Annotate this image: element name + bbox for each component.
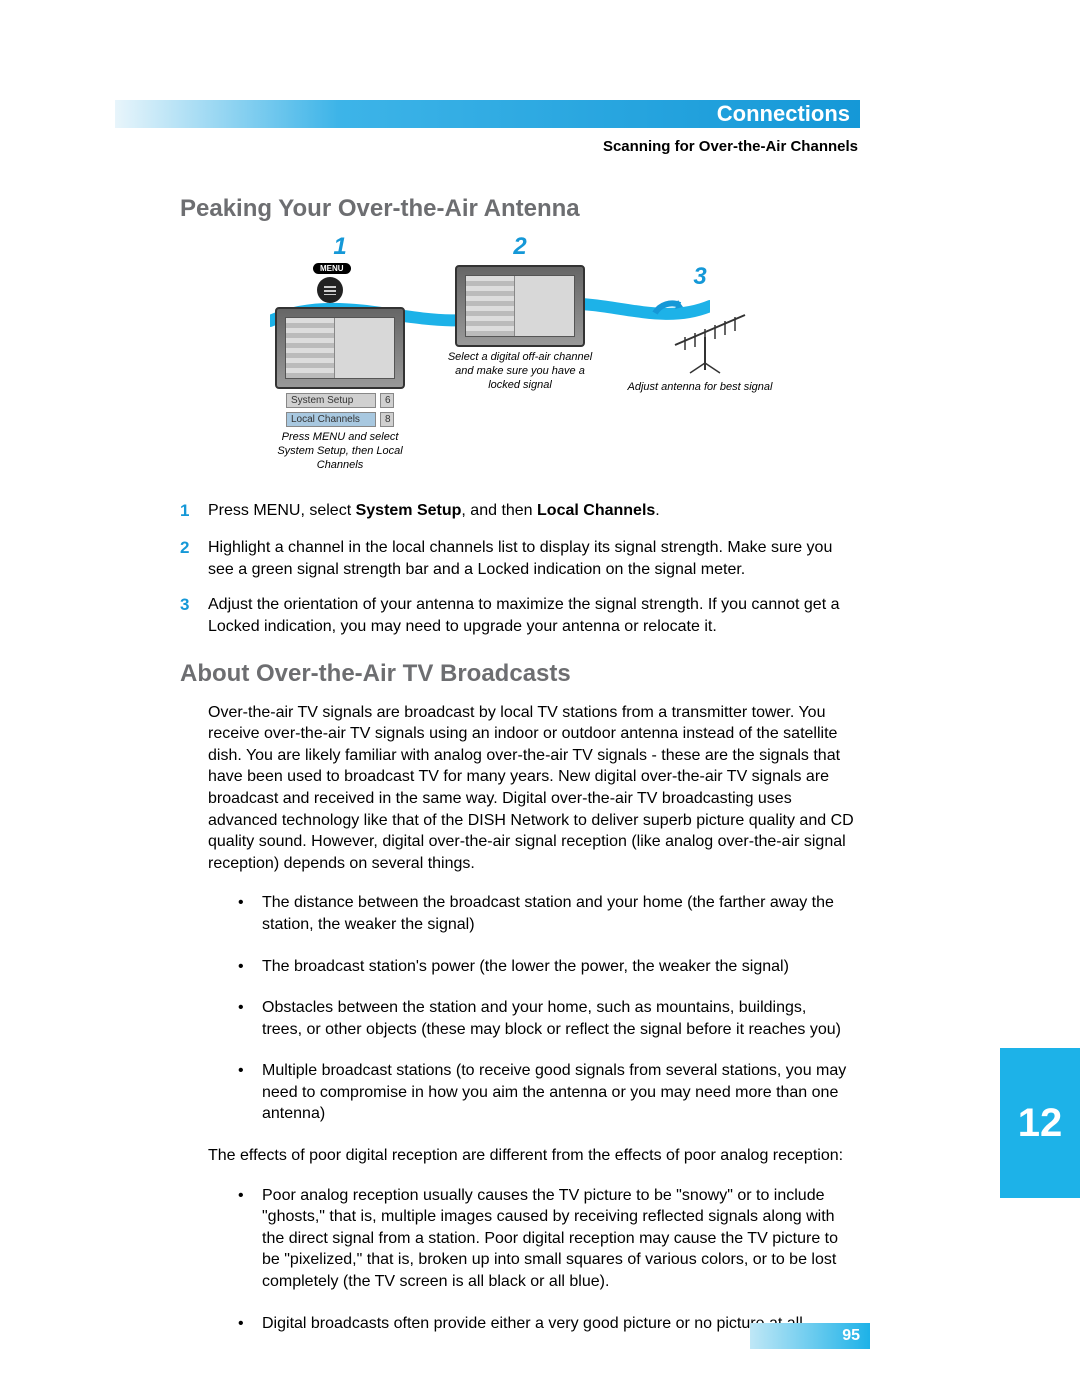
local-channels-number: 8 [380,412,394,427]
local-channels-button: Local Channels [286,412,376,427]
step3-caption: Adjust antenna for best signal [628,381,773,395]
text-fragment: , and then [461,502,537,519]
bullet-dot: • [238,1185,262,1293]
bullet-dot: • [238,892,262,935]
menu-button-icon [317,277,343,303]
page-number-bar: 95 [750,1323,870,1349]
step-number: 2 [513,233,526,261]
bullet-item: •The distance between the broadcast stat… [238,892,850,935]
diagram-step-1: 1 MENU System Setup 6 Local Channels 8 P… [265,233,415,472]
bullet-item: •Multiple broadcast stations (to receive… [238,1060,850,1125]
step-item-number: 3 [180,594,208,637]
step-item-number: 1 [180,500,208,523]
section2: About Over-the-Air TV Broadcasts Over-th… [180,660,860,1335]
menu-badge: MENU [313,263,351,274]
step-number: 3 [693,263,706,291]
text-fragment: . [655,502,659,519]
section2-para1: Over-the-air TV signals are broadcast by… [208,702,860,875]
chapter-side-tab: 12 [1000,1048,1080,1198]
step-item-text: Press MENU, select System Setup, and the… [208,500,860,523]
step-item-1: 1 Press MENU, select System Setup, and t… [180,500,860,523]
text-fragment: Press MENU, select [208,502,356,519]
bold-text: Local Channels [537,502,655,519]
bullets-list-1: •The distance between the broadcast stat… [238,892,850,1125]
chapter-title: Connections [717,101,850,127]
antenna-illustration [635,295,765,377]
bold-text: System Setup [356,502,462,519]
step-number: 1 [333,233,346,261]
bullet-dot: • [238,1060,262,1125]
bullet-text: The broadcast station's power (the lower… [262,956,789,978]
diagram-step-3: 3 Adjust antenna for best sign [625,233,775,472]
bullet-dot: • [238,956,262,978]
step-item-2: 2 Highlight a channel in the local chann… [180,537,860,580]
numbered-steps-list: 1 Press MENU, select System Setup, and t… [180,500,860,637]
section-subtitle: Scanning for Over-the-Air Channels [603,138,858,155]
step-item-text: Highlight a channel in the local channel… [208,537,860,580]
page-content: Peaking Your Over-the-Air Antenna 1 MENU… [180,195,860,1354]
step-item-number: 2 [180,537,208,580]
bullet-text: The distance between the broadcast stati… [262,892,850,935]
bullet-item: •Poor analog reception usually causes th… [238,1185,850,1293]
step-item-3: 3 Adjust the orientation of your antenna… [180,594,860,637]
step-item-text: Adjust the orientation of your antenna t… [208,594,860,637]
chapter-number: 12 [1018,1101,1063,1146]
bullet-dot: • [238,1313,262,1335]
step1-caption: Press MENU and select System Setup, then… [265,431,415,472]
diagram-step-2: 2 Select a digital off-air channel and m… [445,233,595,472]
tv-screen-mock [455,265,585,347]
step2-caption: Select a digital off-air channel and mak… [445,351,595,392]
system-setup-button: System Setup [286,393,376,408]
bullet-text: Multiple broadcast stations (to receive … [262,1060,850,1125]
antenna-diagram: 1 MENU System Setup 6 Local Channels 8 P… [180,233,860,472]
section2-title: About Over-the-Air TV Broadcasts [180,660,860,688]
bullet-text: Obstacles between the station and your h… [262,997,850,1040]
system-setup-number: 6 [380,393,394,408]
chapter-header-bar: Connections [115,100,860,128]
bullet-item: •The broadcast station's power (the lowe… [238,956,850,978]
bullet-dot: • [238,997,262,1040]
bullet-text: Digital broadcasts often provide either … [262,1313,807,1335]
section1-title: Peaking Your Over-the-Air Antenna [180,195,860,223]
bullets-list-2: •Poor analog reception usually causes th… [238,1185,850,1335]
page-number: 95 [842,1327,860,1345]
section2-para2: The effects of poor digital reception ar… [208,1145,860,1167]
tv-screen-mock [275,307,405,389]
bullet-text: Poor analog reception usually causes the… [262,1185,850,1293]
bullet-item: •Obstacles between the station and your … [238,997,850,1040]
